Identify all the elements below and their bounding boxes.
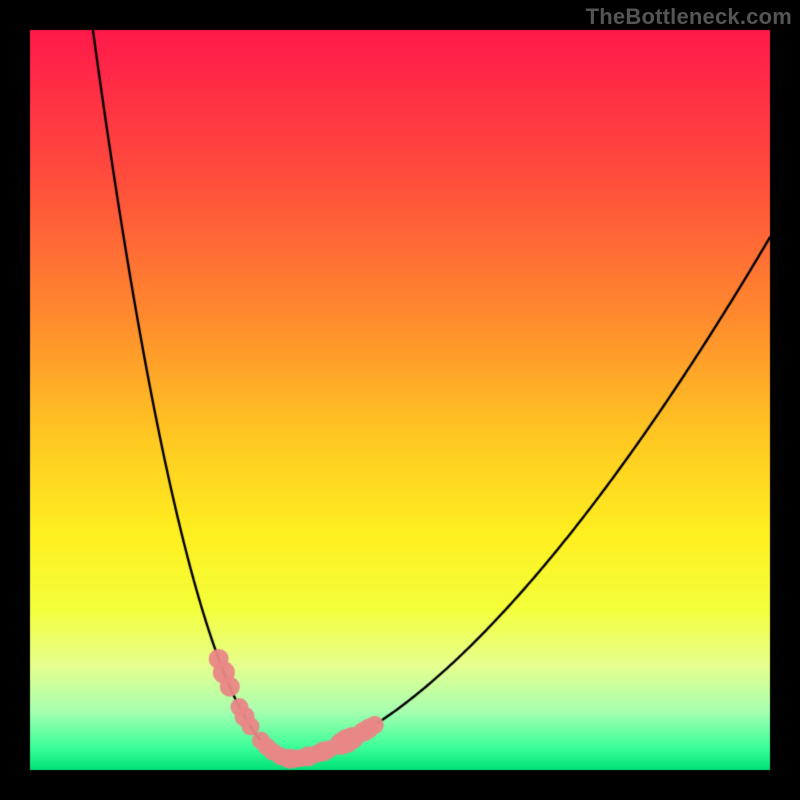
- watermark-text: TheBottleneck.com: [586, 4, 792, 30]
- bottleneck-v-curve-chart: [0, 0, 800, 800]
- chart-stage: TheBottleneck.com: [0, 0, 800, 800]
